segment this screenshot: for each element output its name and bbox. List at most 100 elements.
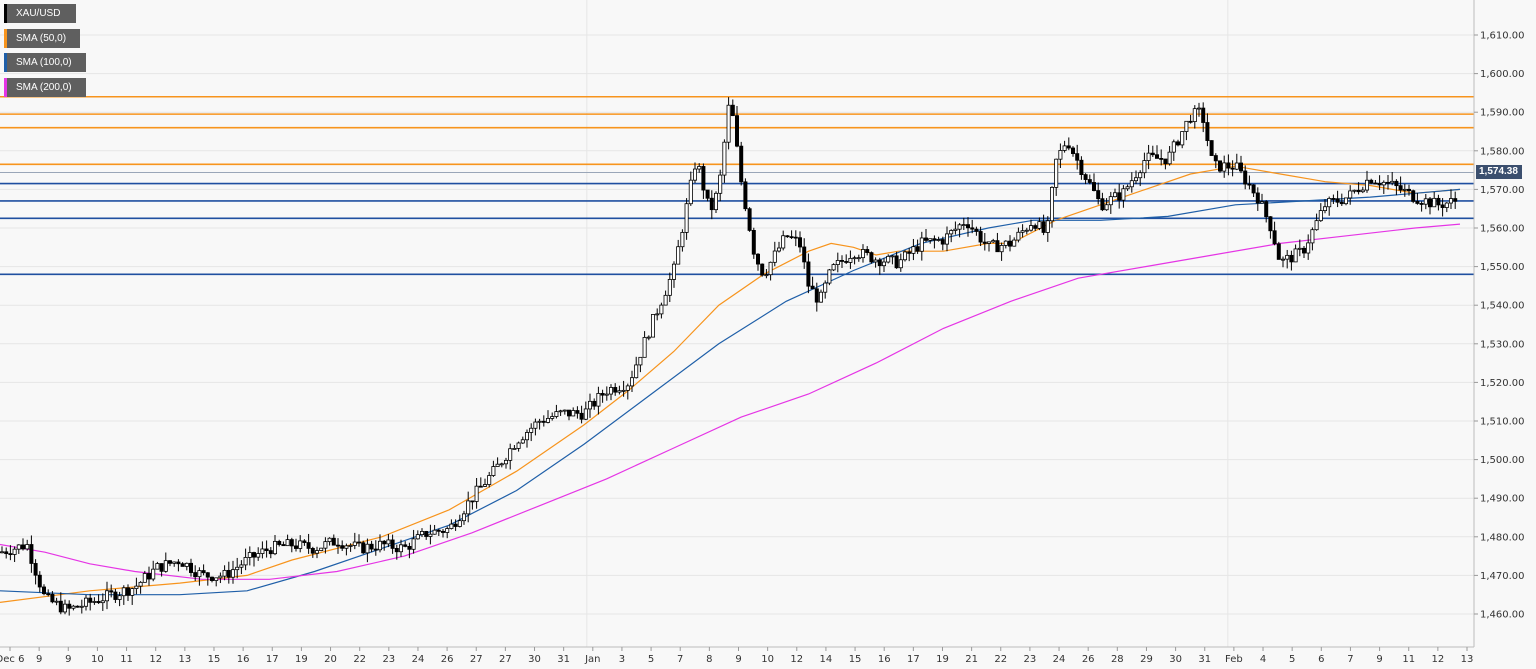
candle-body xyxy=(319,547,324,551)
candle-body xyxy=(1251,184,1256,194)
candle-body xyxy=(856,257,861,260)
x-tick-label: Dec 6 xyxy=(0,654,24,665)
candle-body xyxy=(222,569,227,577)
candle-body xyxy=(377,540,382,551)
candle-body xyxy=(50,593,55,603)
x-tick-label: 12 xyxy=(149,654,162,665)
candle-body xyxy=(58,600,63,613)
candle-body xyxy=(592,400,597,407)
candle-body xyxy=(1264,201,1269,218)
candle-body xyxy=(218,575,223,579)
candle-body xyxy=(793,236,798,239)
candle-body xyxy=(890,255,895,258)
candle-body xyxy=(264,548,269,551)
candle-body xyxy=(1050,186,1055,222)
candle-body xyxy=(285,539,290,547)
candle-body xyxy=(701,166,706,191)
candle-body xyxy=(835,260,840,265)
candle-body xyxy=(558,410,563,413)
candle-body xyxy=(495,463,500,467)
candle-body xyxy=(768,261,773,276)
candle-body xyxy=(1012,239,1017,247)
candle-body xyxy=(1020,230,1025,233)
candle-body xyxy=(1377,183,1382,186)
candle-body xyxy=(1360,189,1365,193)
candle-body xyxy=(1281,258,1286,261)
x-tick-label: 20 xyxy=(324,654,337,665)
candle-body xyxy=(957,224,962,230)
candle-body xyxy=(445,528,450,533)
y-tick-label: 1,460.00 xyxy=(1480,610,1525,621)
candle-body xyxy=(546,418,551,423)
candle-body xyxy=(16,544,21,550)
candle-body xyxy=(54,600,59,603)
candle-body xyxy=(42,586,47,595)
candle-body xyxy=(1071,147,1076,155)
candle-body xyxy=(96,601,101,604)
candle-body xyxy=(667,279,672,296)
candle-body xyxy=(12,548,17,555)
candle-body xyxy=(1062,145,1067,151)
candle-body xyxy=(1327,198,1332,208)
candle-body xyxy=(466,500,471,515)
candle-body xyxy=(1318,210,1323,222)
x-tick-label: 28 xyxy=(1111,654,1124,665)
y-tick-label: 1,530.00 xyxy=(1480,339,1525,350)
x-tick-label: 11 xyxy=(1402,654,1415,665)
candle-body xyxy=(432,529,437,535)
x-tick-label: 22 xyxy=(353,654,366,665)
candle-body xyxy=(243,557,248,566)
candle-body xyxy=(67,603,72,609)
candle-body xyxy=(730,104,735,117)
legend-label: SMA (50,0) xyxy=(16,32,67,44)
candle-body xyxy=(852,257,857,260)
candle-body xyxy=(1096,190,1101,200)
candle-body xyxy=(1041,221,1046,233)
candle-body xyxy=(323,541,328,549)
candle-body xyxy=(75,605,80,608)
candle-body xyxy=(978,231,983,243)
candle-body xyxy=(1054,158,1059,188)
candle-body xyxy=(180,563,185,567)
candle-body xyxy=(1415,200,1420,204)
candle-body xyxy=(987,241,992,244)
candle-body xyxy=(142,573,147,583)
candle-body xyxy=(705,189,710,199)
candle-body xyxy=(903,251,908,261)
candle-body xyxy=(214,577,219,581)
candle-body xyxy=(487,475,492,485)
candle-body xyxy=(4,551,9,555)
candle-body xyxy=(130,588,135,596)
candle-body xyxy=(655,313,660,316)
candle-body xyxy=(642,337,647,358)
y-tick-label: 1,590.00 xyxy=(1480,108,1525,119)
candle-body xyxy=(226,569,231,578)
candle-body xyxy=(945,233,950,245)
candle-body xyxy=(1066,145,1071,149)
x-tick-label: 23 xyxy=(382,654,395,665)
candle-body xyxy=(0,551,4,554)
candle-body xyxy=(1184,120,1189,132)
candle-body xyxy=(415,534,420,540)
candle-body xyxy=(1045,220,1050,233)
candle-body xyxy=(188,562,193,573)
candle-body xyxy=(268,550,273,555)
candle-body xyxy=(356,541,361,544)
candle-body xyxy=(1419,203,1424,205)
candle-body xyxy=(814,288,819,303)
legend-item: SMA (100,0) xyxy=(4,53,86,72)
candle-body xyxy=(134,585,139,589)
candle-body xyxy=(894,255,899,269)
candle-body xyxy=(1192,108,1197,123)
candle-body xyxy=(1008,240,1013,247)
x-tick-label: 11 xyxy=(120,654,133,665)
candle-body xyxy=(1381,181,1386,186)
candle-body xyxy=(537,420,542,423)
candle-body xyxy=(84,597,89,607)
candle-body xyxy=(1146,152,1151,161)
candle-body xyxy=(680,232,685,248)
candle-body xyxy=(260,548,265,554)
y-tick-label: 1,610.00 xyxy=(1480,31,1525,42)
x-tick-label: 10 xyxy=(91,654,104,665)
